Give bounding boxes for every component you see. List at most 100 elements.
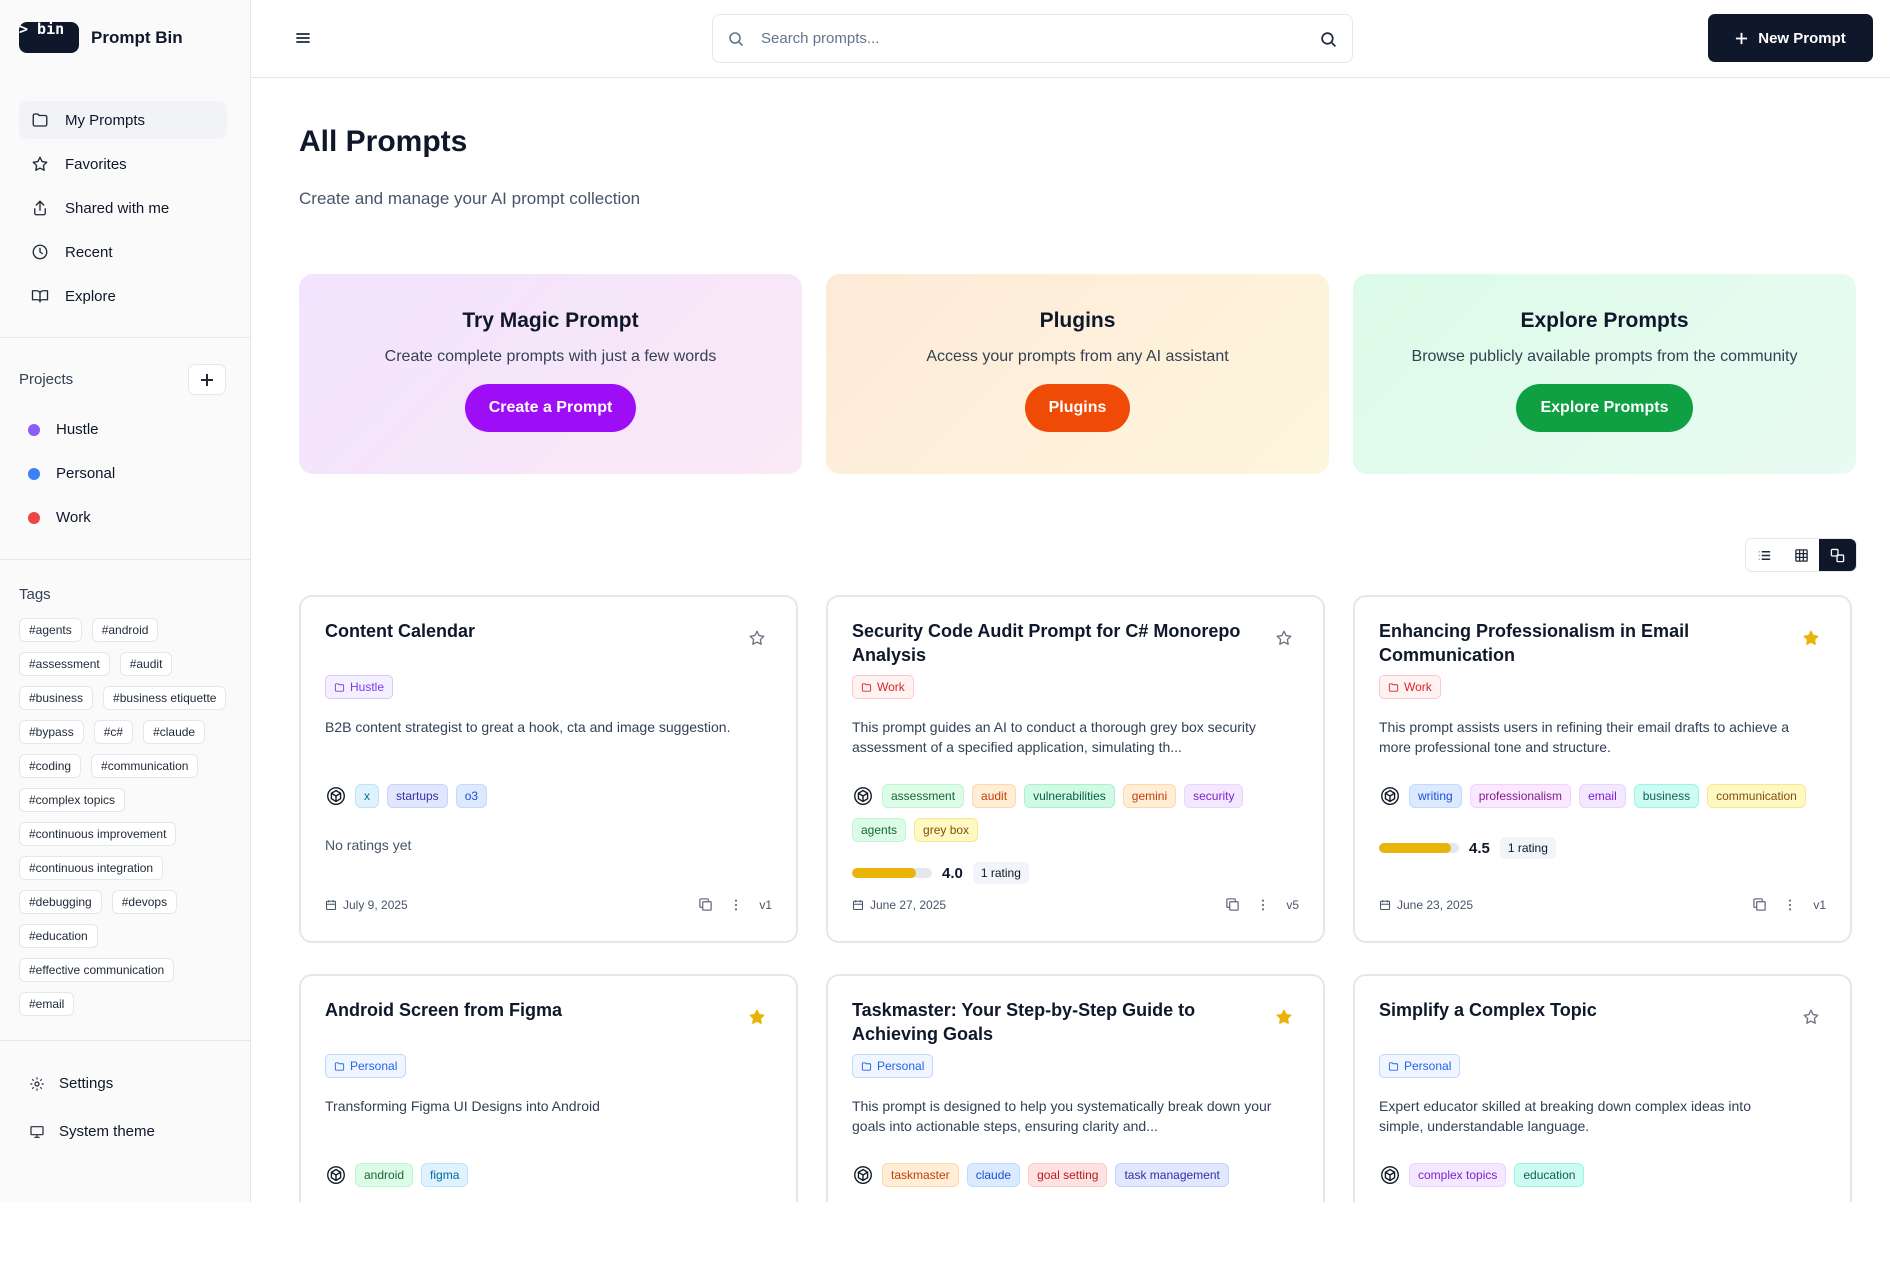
tag-chip[interactable]: #coding (19, 754, 82, 778)
tag-chip[interactable]: #android (91, 618, 159, 642)
card-title[interactable]: Android Screen from Figma (325, 1000, 563, 1020)
search-input[interactable] (761, 30, 1281, 47)
tag-chip[interactable]: grey box (914, 818, 979, 842)
more-options-icon[interactable] (1783, 898, 1797, 912)
tag-chip[interactable]: taskmaster (882, 1163, 959, 1187)
tag-chip[interactable]: security (1184, 784, 1244, 808)
tag-chip[interactable]: x (355, 784, 379, 808)
tag-chip[interactable]: #continuous integration (19, 856, 164, 880)
promo-explore: Explore Prompts Browse publicly availabl… (1353, 274, 1856, 474)
project-badge[interactable]: Personal (1379, 1054, 1461, 1078)
brand[interactable]: > bin _ Prompt Bin (19, 20, 183, 56)
card-title[interactable]: Content Calendar (325, 621, 476, 641)
tag-chip[interactable]: #business (19, 686, 94, 710)
tag-chip[interactable]: assessment (882, 784, 965, 808)
tag-chip[interactable]: #c# (93, 720, 134, 744)
list-view-button[interactable] (1746, 539, 1783, 571)
card-title[interactable]: Enhancing Professionalism in Email Commu… (1379, 621, 1690, 665)
card-description: This prompt is designed to help you syst… (852, 1098, 1272, 1134)
tag-chip[interactable]: #bypass (19, 720, 84, 744)
tag-chip[interactable]: #education (19, 924, 98, 948)
tag-chip[interactable]: startups (387, 784, 448, 808)
grid-view-button[interactable] (1783, 539, 1820, 571)
sidebar-item-explore[interactable]: Explore (19, 277, 227, 315)
tag-chip[interactable]: o3 (455, 784, 488, 808)
tag-chip[interactable]: #devops (111, 890, 178, 914)
tag-chip[interactable]: goal setting (1028, 1163, 1108, 1187)
tag-chip[interactable]: audit (972, 784, 1017, 808)
tag-chip[interactable]: vulnerabilities (1024, 784, 1115, 808)
tag-chip[interactable]: gemini (1122, 784, 1177, 808)
project-badge[interactable]: Work (1379, 675, 1441, 699)
settings-button[interactable]: Settings (19, 1075, 113, 1092)
project-badge[interactable]: Personal (325, 1054, 407, 1078)
tag-chip[interactable]: #email (19, 992, 75, 1016)
card-title[interactable]: Simplify a Complex Topic (1379, 1000, 1597, 1020)
tag-chip[interactable]: task management (1115, 1163, 1229, 1187)
prompt-card[interactable]: Enhancing Professionalism in Email Commu… (1353, 595, 1852, 943)
menu-icon[interactable] (295, 30, 311, 46)
tag-chip[interactable]: #agents (19, 618, 82, 642)
tag-chip[interactable]: business (1633, 784, 1700, 808)
favorite-star-icon[interactable] (1802, 1008, 1820, 1026)
project-badge[interactable]: Personal (852, 1054, 934, 1078)
sidebar-item-favorites[interactable]: Favorites (19, 145, 227, 183)
card-footer: July 9, 2025 v1 (325, 897, 772, 912)
prompt-card[interactable]: Taskmaster: Your Step-by-Step Guide to A… (826, 974, 1325, 1202)
copy-icon[interactable] (1225, 897, 1240, 912)
folder-icon (1388, 1061, 1399, 1071)
tag-chip[interactable]: android (355, 1163, 414, 1187)
tag-chip[interactable]: professionalism (1469, 784, 1572, 808)
sidebar-item-shared[interactable]: Shared with me (19, 189, 227, 227)
copy-icon[interactable] (1752, 897, 1767, 912)
plugins-button[interactable]: Plugins (1024, 384, 1131, 432)
copy-icon[interactable] (698, 897, 713, 912)
card-view-button[interactable] (1819, 539, 1856, 571)
favorite-star-icon[interactable] (1802, 629, 1820, 647)
tag-chip[interactable]: #audit (119, 652, 173, 676)
tag-chip[interactable]: #effective communication (19, 958, 175, 982)
search-submit-icon[interactable] (1320, 31, 1337, 48)
tag-chip[interactable]: #claude (143, 720, 206, 744)
favorite-star-icon[interactable] (1275, 1008, 1293, 1026)
sidebar-item-my-prompts[interactable]: My Prompts (19, 101, 227, 139)
tag-chip[interactable]: #assessment (19, 652, 110, 676)
card-title[interactable]: Taskmaster: Your Step-by-Step Guide to A… (852, 1000, 1196, 1044)
tag-chip[interactable]: #communication (91, 754, 199, 778)
tag-chip[interactable]: complex topics (1409, 1163, 1507, 1187)
prompt-card[interactable]: Android Screen from Figma Personal Trans… (299, 974, 798, 1202)
tag-chip[interactable]: #business etiquette (103, 686, 227, 710)
card-title[interactable]: Security Code Audit Prompt for C# Monore… (852, 621, 1241, 665)
tag-chip[interactable]: figma (421, 1163, 469, 1187)
prompt-card[interactable]: Simplify a Complex Topic Personal Expert… (1353, 974, 1852, 1202)
project-item-hustle[interactable]: Hustle (28, 421, 99, 438)
tag-chip[interactable]: email (1579, 784, 1626, 808)
more-options-icon[interactable] (729, 898, 743, 912)
explore-prompts-button[interactable]: Explore Prompts (1516, 384, 1693, 432)
favorite-star-icon[interactable] (748, 629, 766, 647)
create-prompt-button[interactable]: Create a Prompt (464, 384, 637, 432)
more-options-icon[interactable] (1256, 898, 1270, 912)
tag-chip[interactable]: education (1514, 1163, 1585, 1187)
add-project-button[interactable] (188, 364, 226, 395)
tag-chip[interactable]: writing (1409, 784, 1462, 808)
tag-chip[interactable]: #continuous improvement (19, 822, 177, 846)
prompt-card[interactable]: Content Calendar Hustle B2B content stra… (299, 595, 798, 943)
tag-chip[interactable]: #debugging (19, 890, 102, 914)
project-item-work[interactable]: Work (28, 509, 91, 526)
project-item-personal[interactable]: Personal (28, 465, 115, 482)
tag-chip[interactable]: agents (852, 818, 907, 842)
promo-magic-prompt: Try Magic Prompt Create complete prompts… (299, 274, 802, 474)
sidebar-item-recent[interactable]: Recent (19, 233, 227, 271)
new-prompt-button[interactable]: New Prompt (1708, 14, 1873, 62)
list-icon (1758, 550, 1770, 560)
theme-toggle[interactable]: System theme (19, 1123, 155, 1140)
project-badge[interactable]: Work (852, 675, 914, 699)
project-badge[interactable]: Hustle (325, 675, 394, 699)
prompt-card[interactable]: Security Code Audit Prompt for C# Monore… (826, 595, 1325, 943)
tag-chip[interactable]: communication (1707, 784, 1806, 808)
tag-chip[interactable]: claude (966, 1163, 1021, 1187)
favorite-star-icon[interactable] (1275, 629, 1293, 647)
tag-chip[interactable]: #complex topics (19, 788, 126, 812)
favorite-star-icon[interactable] (748, 1008, 766, 1026)
